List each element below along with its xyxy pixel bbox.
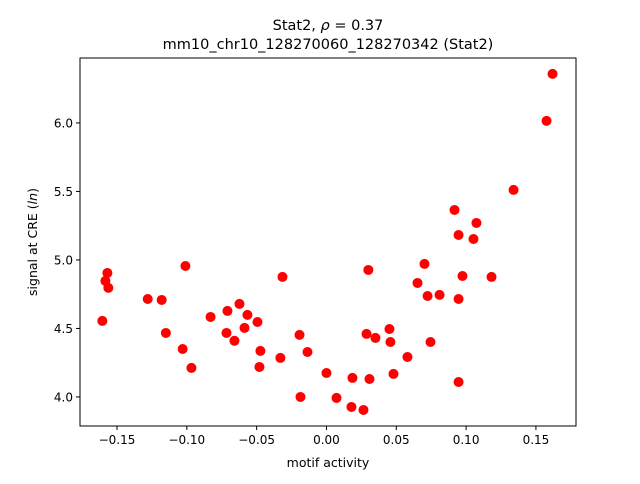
data-point: [331, 392, 342, 403]
y-axis: 4.0 4.5 5.0 5.5 6.0: [54, 116, 80, 404]
y-tick-label: 4.5: [54, 322, 73, 336]
data-point: [384, 323, 395, 334]
y-tick-label: 5.5: [54, 185, 73, 199]
data-point: [156, 294, 167, 305]
data-point: [294, 329, 305, 340]
data-point: [385, 337, 396, 348]
data-point: [547, 68, 558, 79]
data-point: [361, 328, 372, 339]
data-point: [229, 335, 240, 346]
data-point: [508, 184, 519, 195]
data-point: [364, 374, 375, 385]
x-tick-label: −0.05: [238, 433, 275, 447]
data-point: [419, 258, 430, 269]
data-point: [453, 230, 464, 241]
data-point: [205, 311, 216, 322]
x-tick-label: 0.15: [523, 433, 550, 447]
data-point: [434, 289, 445, 300]
data-point: [471, 217, 482, 228]
data-point: [255, 345, 266, 356]
y-tick-label: 5.0: [54, 253, 73, 267]
data-point: [457, 270, 468, 281]
data-point: [142, 293, 153, 304]
data-point: [321, 367, 332, 378]
data-point: [234, 298, 245, 309]
data-point: [102, 267, 113, 278]
data-point: [180, 260, 191, 271]
x-tick-label: −0.10: [168, 433, 205, 447]
data-point: [370, 332, 381, 343]
data-point: [449, 204, 460, 215]
x-tick-label: −0.15: [99, 433, 136, 447]
data-point: [222, 305, 233, 316]
data-point: [160, 327, 171, 338]
data-point: [347, 372, 358, 383]
data-point: [177, 344, 188, 355]
data-point: [358, 404, 369, 415]
data-point: [277, 271, 288, 282]
data-point: [186, 362, 197, 373]
data-point: [453, 293, 464, 304]
data-point: [422, 290, 433, 301]
data-point: [453, 377, 464, 388]
data-point: [103, 282, 114, 293]
y-tick-label: 6.0: [54, 116, 73, 130]
data-point: [97, 315, 108, 326]
axes-frame: [79, 57, 577, 427]
data-point: [302, 347, 313, 358]
chart-title-line2: mm10_chr10_128270060_128270342 (Stat2): [163, 37, 494, 53]
x-tick-label: 0.10: [453, 433, 480, 447]
data-point: [486, 271, 497, 282]
y-axis-label: signal at CRE (ln): [25, 188, 40, 296]
data-point: [346, 401, 357, 412]
data-point: [468, 233, 479, 244]
data-point: [402, 351, 413, 362]
data-point: [221, 327, 232, 338]
x-axis-label: motif activity: [287, 455, 370, 470]
data-point: [388, 368, 399, 379]
data-point: [425, 337, 436, 348]
x-tick-label: 0.00: [313, 433, 340, 447]
data-point: [239, 322, 250, 333]
data-point: [363, 264, 374, 275]
x-axis: −0.15 −0.10 −0.05 0.00 0.05 0.10 0.15: [99, 426, 550, 447]
data-point: [412, 277, 423, 288]
data-point: [242, 309, 253, 320]
x-tick-label: 0.05: [383, 433, 410, 447]
data-point: [541, 115, 552, 126]
data-point: [252, 317, 263, 328]
points-layer: [97, 68, 558, 415]
y-tick-label: 4.0: [54, 390, 73, 404]
data-point: [295, 391, 306, 402]
chart-title-line1: Stat2, ρ = 0.37: [273, 18, 384, 34]
data-point: [275, 352, 286, 363]
data-point: [254, 361, 265, 372]
